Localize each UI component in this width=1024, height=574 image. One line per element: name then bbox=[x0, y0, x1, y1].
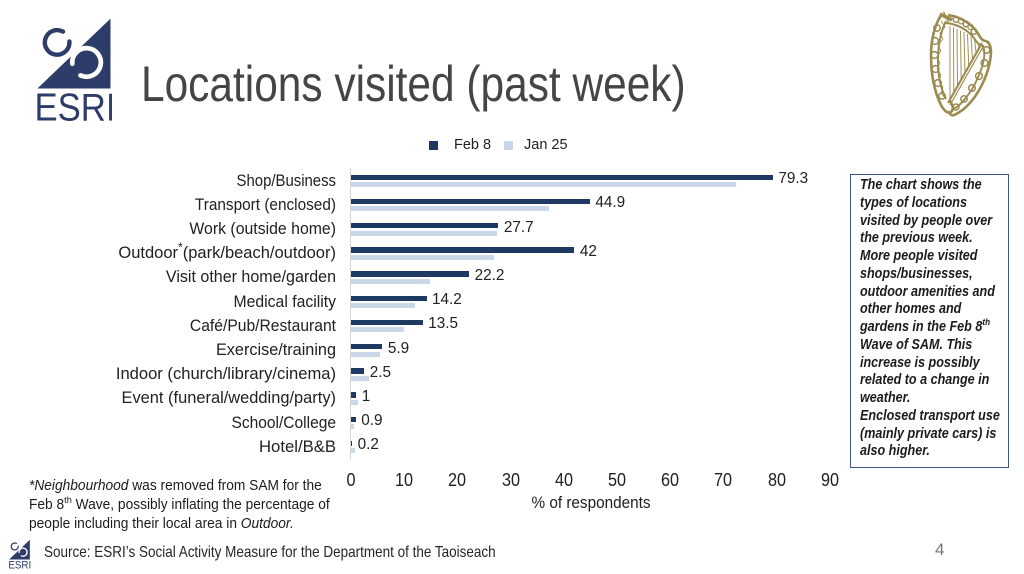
svg-text:ESRI: ESRI bbox=[8, 560, 31, 569]
svg-text:ESRI: ESRI bbox=[36, 87, 112, 123]
